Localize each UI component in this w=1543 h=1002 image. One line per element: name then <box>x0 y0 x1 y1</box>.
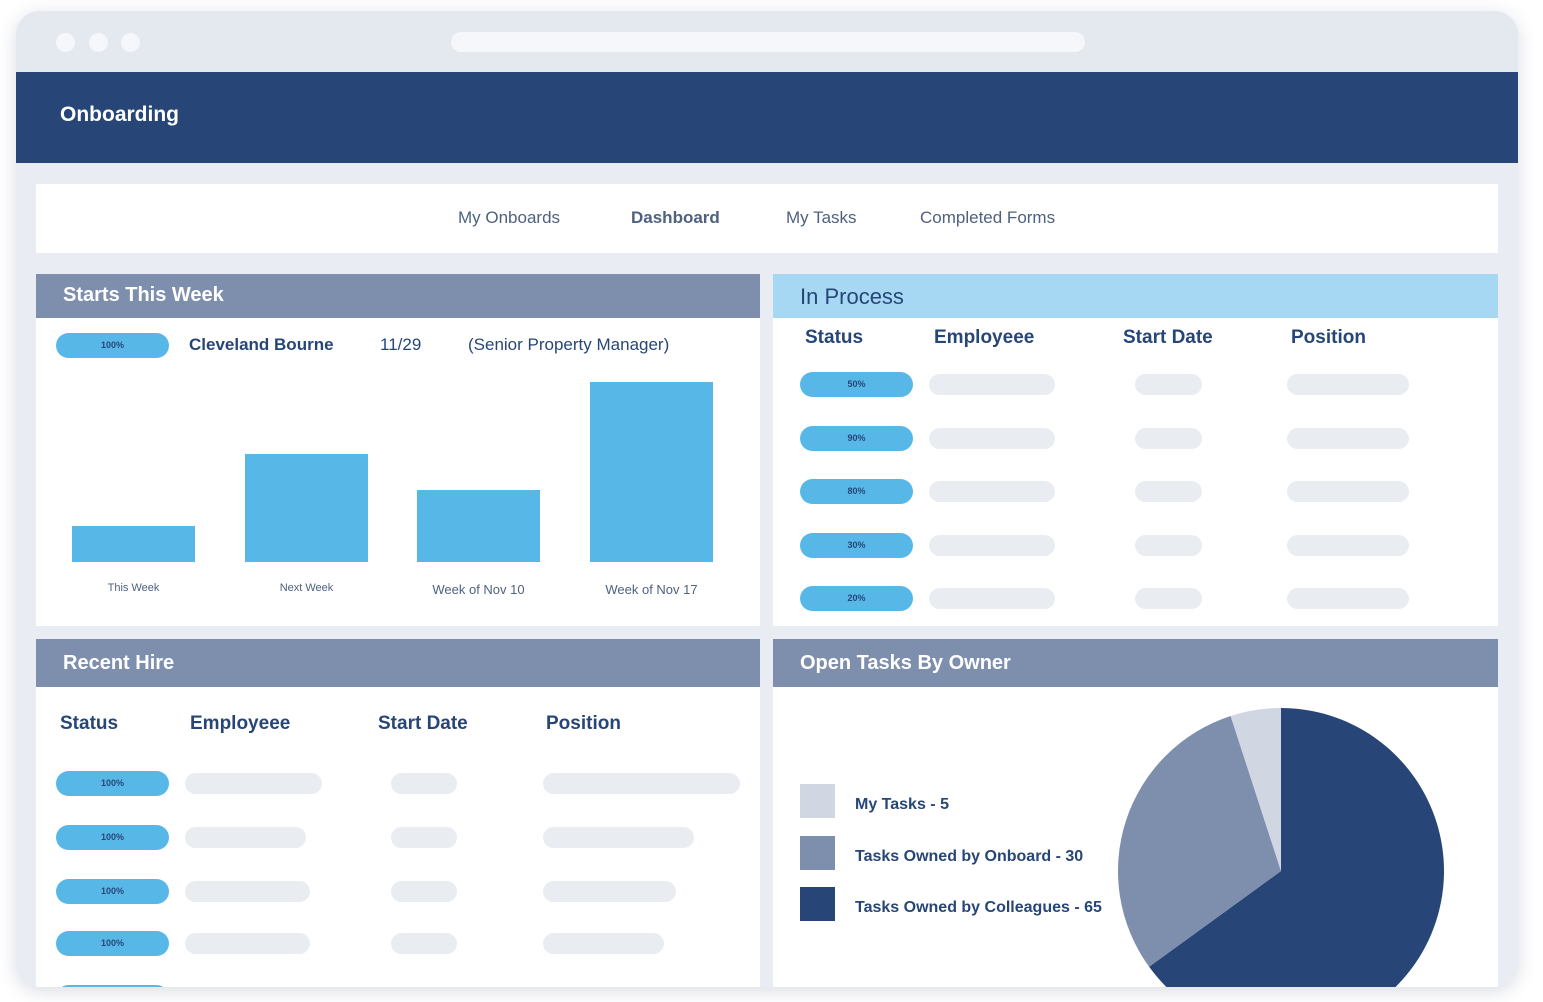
legend-swatch-my-tasks <box>800 784 835 818</box>
recent-hire-col-employee: Employeee <box>190 713 291 734</box>
legend-swatch-colleagues <box>800 887 835 921</box>
position-placeholder <box>1287 535 1409 556</box>
bar-2[interactable] <box>245 454 368 562</box>
status-badge: 50% <box>800 372 913 397</box>
tab-dashboard[interactable]: Dashboard <box>631 208 720 227</box>
position-placeholder <box>543 933 664 954</box>
legend-label-my-tasks: My Tasks - 5 <box>855 796 949 813</box>
status-badge: 90% <box>800 426 913 451</box>
employee-placeholder <box>929 374 1055 395</box>
app-header: Onboarding <box>16 72 1518 163</box>
in-process-header: In Process <box>773 274 1498 318</box>
recent-hire-col-status: Status <box>60 713 119 734</box>
starts-this-week-title: Starts This Week <box>63 284 224 306</box>
start-date-placeholder <box>391 933 457 954</box>
status-badge: 100% <box>56 985 169 987</box>
recent-hire-header: Recent Hire <box>36 639 760 687</box>
start-date-placeholder <box>391 827 457 848</box>
start-date-placeholder <box>391 881 457 902</box>
legend-swatch-onboard <box>800 836 835 870</box>
position-placeholder <box>1287 374 1409 395</box>
in-process-col-position: Position <box>1291 327 1366 348</box>
status-badge: 100% <box>56 825 169 850</box>
address-bar[interactable] <box>451 32 1085 52</box>
in-process-col-employee: Employeee <box>934 327 1035 348</box>
legend-label-colleagues: Tasks Owned by Colleagues - 65 <box>855 899 1102 916</box>
status-badge: 100% <box>56 771 169 796</box>
browser-window: Onboarding My Onboards Dashboard My Task… <box>16 11 1518 987</box>
start-date-placeholder <box>1135 374 1202 395</box>
pie-slice-onboard[interactable] <box>1118 715 1281 967</box>
open-tasks-pie-chart <box>1118 708 1444 987</box>
position-placeholder <box>1287 428 1409 449</box>
recent-hire-col-position: Position <box>546 713 621 734</box>
in-process-col-status: Status <box>805 327 864 348</box>
window-minimize-dot[interactable] <box>89 33 108 52</box>
featured-status-badge: 100% <box>56 333 169 358</box>
starts-this-week-panel: Starts This Week 100% Cleveland Bourne 1… <box>36 274 760 626</box>
in-process-col-start-date: Start Date <box>1123 327 1213 348</box>
position-placeholder <box>543 881 676 902</box>
bar-label-4: Week of Nov 17 <box>605 582 698 597</box>
bar-label-2: Next Week <box>279 582 334 594</box>
status-badge: 100% <box>56 879 169 904</box>
bar-4[interactable] <box>590 382 713 562</box>
recent-hire-panel: Recent Hire Status Employeee Start Date … <box>36 639 760 987</box>
bar-label-1: This Week <box>107 582 160 594</box>
featured-position: (Senior Property Manager) <box>468 335 670 354</box>
employee-placeholder <box>929 588 1055 609</box>
featured-start-date: 11/29 <box>380 335 422 354</box>
start-date-placeholder <box>391 773 457 794</box>
start-date-placeholder <box>1135 428 1202 449</box>
app-title: Onboarding <box>60 103 179 126</box>
status-badge: 30% <box>800 533 913 558</box>
tab-my-tasks[interactable]: My Tasks <box>786 208 857 227</box>
recent-hire-title: Recent Hire <box>63 652 175 674</box>
employee-placeholder <box>185 827 306 848</box>
open-tasks-title: Open Tasks By Owner <box>800 652 1011 674</box>
window-close-dot[interactable] <box>56 33 75 52</box>
employee-placeholder <box>185 933 310 954</box>
employee-placeholder <box>929 535 1055 556</box>
status-badge: 20% <box>800 586 913 611</box>
legend-label-onboard: Tasks Owned by Onboard - 30 <box>855 848 1084 865</box>
position-placeholder <box>543 773 740 794</box>
employee-placeholder <box>185 773 322 794</box>
starts-this-week-header: Starts This Week <box>36 274 760 318</box>
employee-placeholder <box>185 881 310 902</box>
start-date-placeholder <box>1135 588 1202 609</box>
pie-slice-colleagues[interactable] <box>1149 708 1444 987</box>
tab-completed-forms[interactable]: Completed Forms <box>920 208 1056 227</box>
in-process-title: In Process <box>800 284 904 309</box>
recent-hire-col-start-date: Start Date <box>378 713 468 734</box>
open-tasks-header: Open Tasks By Owner <box>773 639 1498 687</box>
bar-3[interactable] <box>417 490 540 562</box>
employee-placeholder <box>929 481 1055 502</box>
pie-slice-my-tasks[interactable] <box>1230 708 1281 871</box>
open-tasks-panel: Open Tasks By Owner My Tasks - 5 Tasks O… <box>773 639 1498 987</box>
employee-placeholder <box>929 428 1055 449</box>
position-placeholder <box>543 827 694 848</box>
nav-tabs: My Onboards Dashboard My Tasks Completed… <box>36 184 1498 253</box>
bar-1[interactable] <box>72 526 195 562</box>
tab-my-onboards[interactable]: My Onboards <box>458 208 561 227</box>
start-date-placeholder <box>1135 535 1202 556</box>
in-process-panel: In Process Status Employeee Start Date P… <box>773 274 1498 626</box>
start-date-placeholder <box>1135 481 1202 502</box>
position-placeholder <box>1287 588 1409 609</box>
position-placeholder <box>1287 481 1409 502</box>
window-maximize-dot[interactable] <box>121 33 140 52</box>
bar-label-3: Week of Nov 10 <box>432 582 525 597</box>
status-badge: 100% <box>56 931 169 956</box>
featured-employee-name[interactable]: Cleveland Bourne <box>189 335 334 354</box>
browser-titlebar <box>16 11 1518 72</box>
status-badge: 80% <box>800 479 913 504</box>
